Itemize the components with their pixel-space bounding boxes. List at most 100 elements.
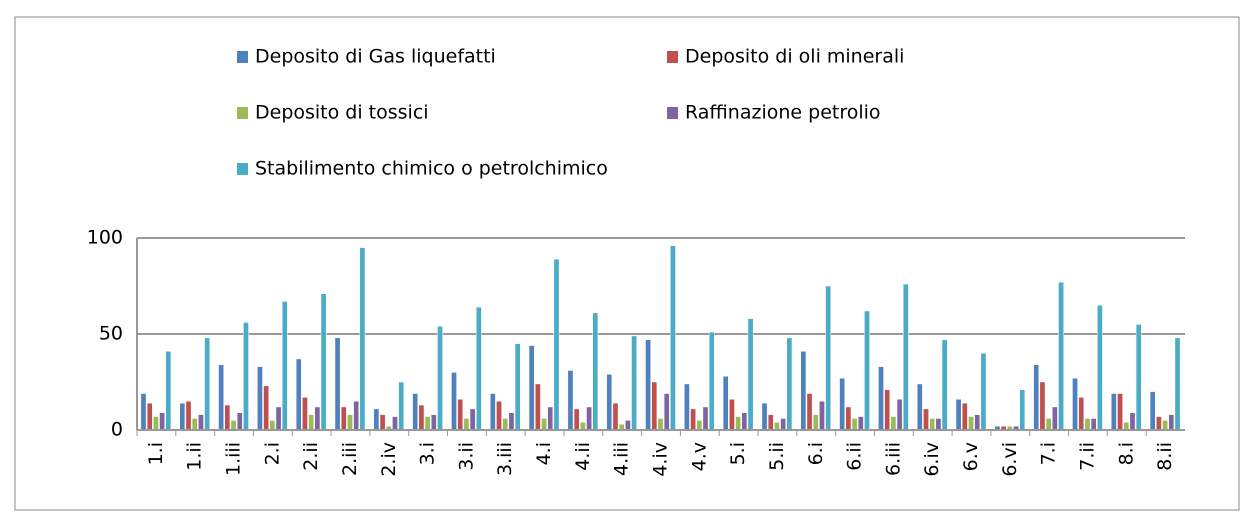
bar (191, 418, 198, 431)
bar (929, 418, 936, 431)
bar (825, 285, 832, 431)
legend-swatch (667, 51, 678, 63)
bar (146, 402, 153, 431)
bar (295, 358, 302, 431)
bar (1058, 281, 1064, 431)
bar (573, 408, 580, 431)
bar (528, 345, 535, 431)
bar (941, 339, 948, 431)
bar (974, 414, 981, 431)
bar (153, 416, 159, 431)
bar (767, 414, 774, 431)
legend-label: Stabilimento chimico o petrolchimico (255, 158, 608, 180)
bar (314, 406, 321, 431)
bar (625, 420, 631, 431)
bar (580, 422, 586, 431)
bar (780, 418, 787, 431)
bar (890, 416, 897, 431)
bar (1117, 393, 1123, 431)
bar (729, 399, 735, 431)
bar (508, 412, 515, 431)
bar (347, 414, 353, 431)
x-tick-label: 3.iii (494, 442, 516, 476)
bar (864, 310, 870, 431)
bar (1168, 414, 1175, 431)
bar (812, 414, 819, 431)
bar (923, 408, 929, 431)
y-tick-label: 100 (87, 227, 123, 249)
bar (359, 247, 366, 431)
bar (269, 420, 276, 431)
bar (457, 399, 464, 431)
bar (1078, 397, 1085, 431)
bar (1072, 377, 1078, 431)
bar (463, 418, 470, 431)
x-tick-label: 3.i (417, 442, 439, 465)
bar (884, 389, 891, 431)
x-tick-label: 2.ii (300, 442, 322, 471)
bar (1156, 416, 1162, 431)
x-tick-label: 5.i (727, 442, 749, 465)
x-tick-label: 8.i (1115, 442, 1137, 465)
bar (857, 416, 864, 431)
x-tick-label: 6.iv (921, 442, 943, 477)
bar (230, 420, 237, 431)
bar (424, 416, 431, 431)
bar (1129, 412, 1136, 431)
bar (1045, 418, 1052, 431)
x-tick-label: 7.ii (1076, 442, 1098, 471)
bar (722, 375, 729, 431)
bar (741, 412, 748, 431)
bar (308, 414, 315, 431)
bar (839, 377, 846, 431)
legend-label: Deposito di oli minerali (685, 46, 904, 68)
x-tick-label: 6.ii (844, 442, 866, 471)
bar (806, 393, 813, 431)
bar (657, 418, 664, 431)
x-tick-label: 3.ii (455, 442, 477, 471)
bar (534, 383, 541, 431)
bar (690, 408, 696, 431)
bar (320, 293, 327, 431)
bar (379, 414, 386, 431)
bar (747, 318, 754, 431)
bar (430, 414, 437, 431)
bar (1097, 304, 1103, 431)
bar (392, 416, 398, 431)
bar (878, 366, 884, 431)
bar (496, 400, 502, 431)
bar (198, 414, 204, 431)
bar (502, 418, 509, 431)
bar (696, 420, 703, 431)
bar (469, 408, 476, 431)
bar (567, 370, 574, 431)
bar (489, 393, 496, 431)
bar (281, 301, 288, 431)
legend-label: Deposito di tossici (255, 102, 429, 124)
bar (592, 312, 599, 431)
bar (663, 393, 670, 431)
x-tick-label: 2.iv (378, 442, 400, 477)
bar (302, 397, 308, 431)
x-tick-label: 1.iii (223, 442, 245, 476)
bar (935, 418, 942, 431)
x-tick-label: 6.iii (882, 442, 904, 476)
legend-swatch (237, 163, 248, 175)
bar (774, 422, 780, 431)
bar (1149, 391, 1156, 431)
bar (1123, 422, 1130, 431)
legend-label: Deposito di Gas liquefatti (255, 46, 496, 68)
bar (514, 343, 521, 431)
x-tick-label: 4.i (533, 442, 555, 465)
x-tick-label: 6.i (805, 442, 827, 465)
legend-swatch (667, 107, 678, 119)
x-tick-label: 4.iv (650, 442, 672, 477)
bar (218, 364, 224, 431)
bar (645, 339, 651, 431)
bar (612, 402, 619, 431)
bar (398, 381, 405, 431)
x-tick-label: 1.i (145, 442, 167, 465)
x-tick-label: 2.iii (339, 442, 361, 476)
bar (1039, 381, 1046, 431)
